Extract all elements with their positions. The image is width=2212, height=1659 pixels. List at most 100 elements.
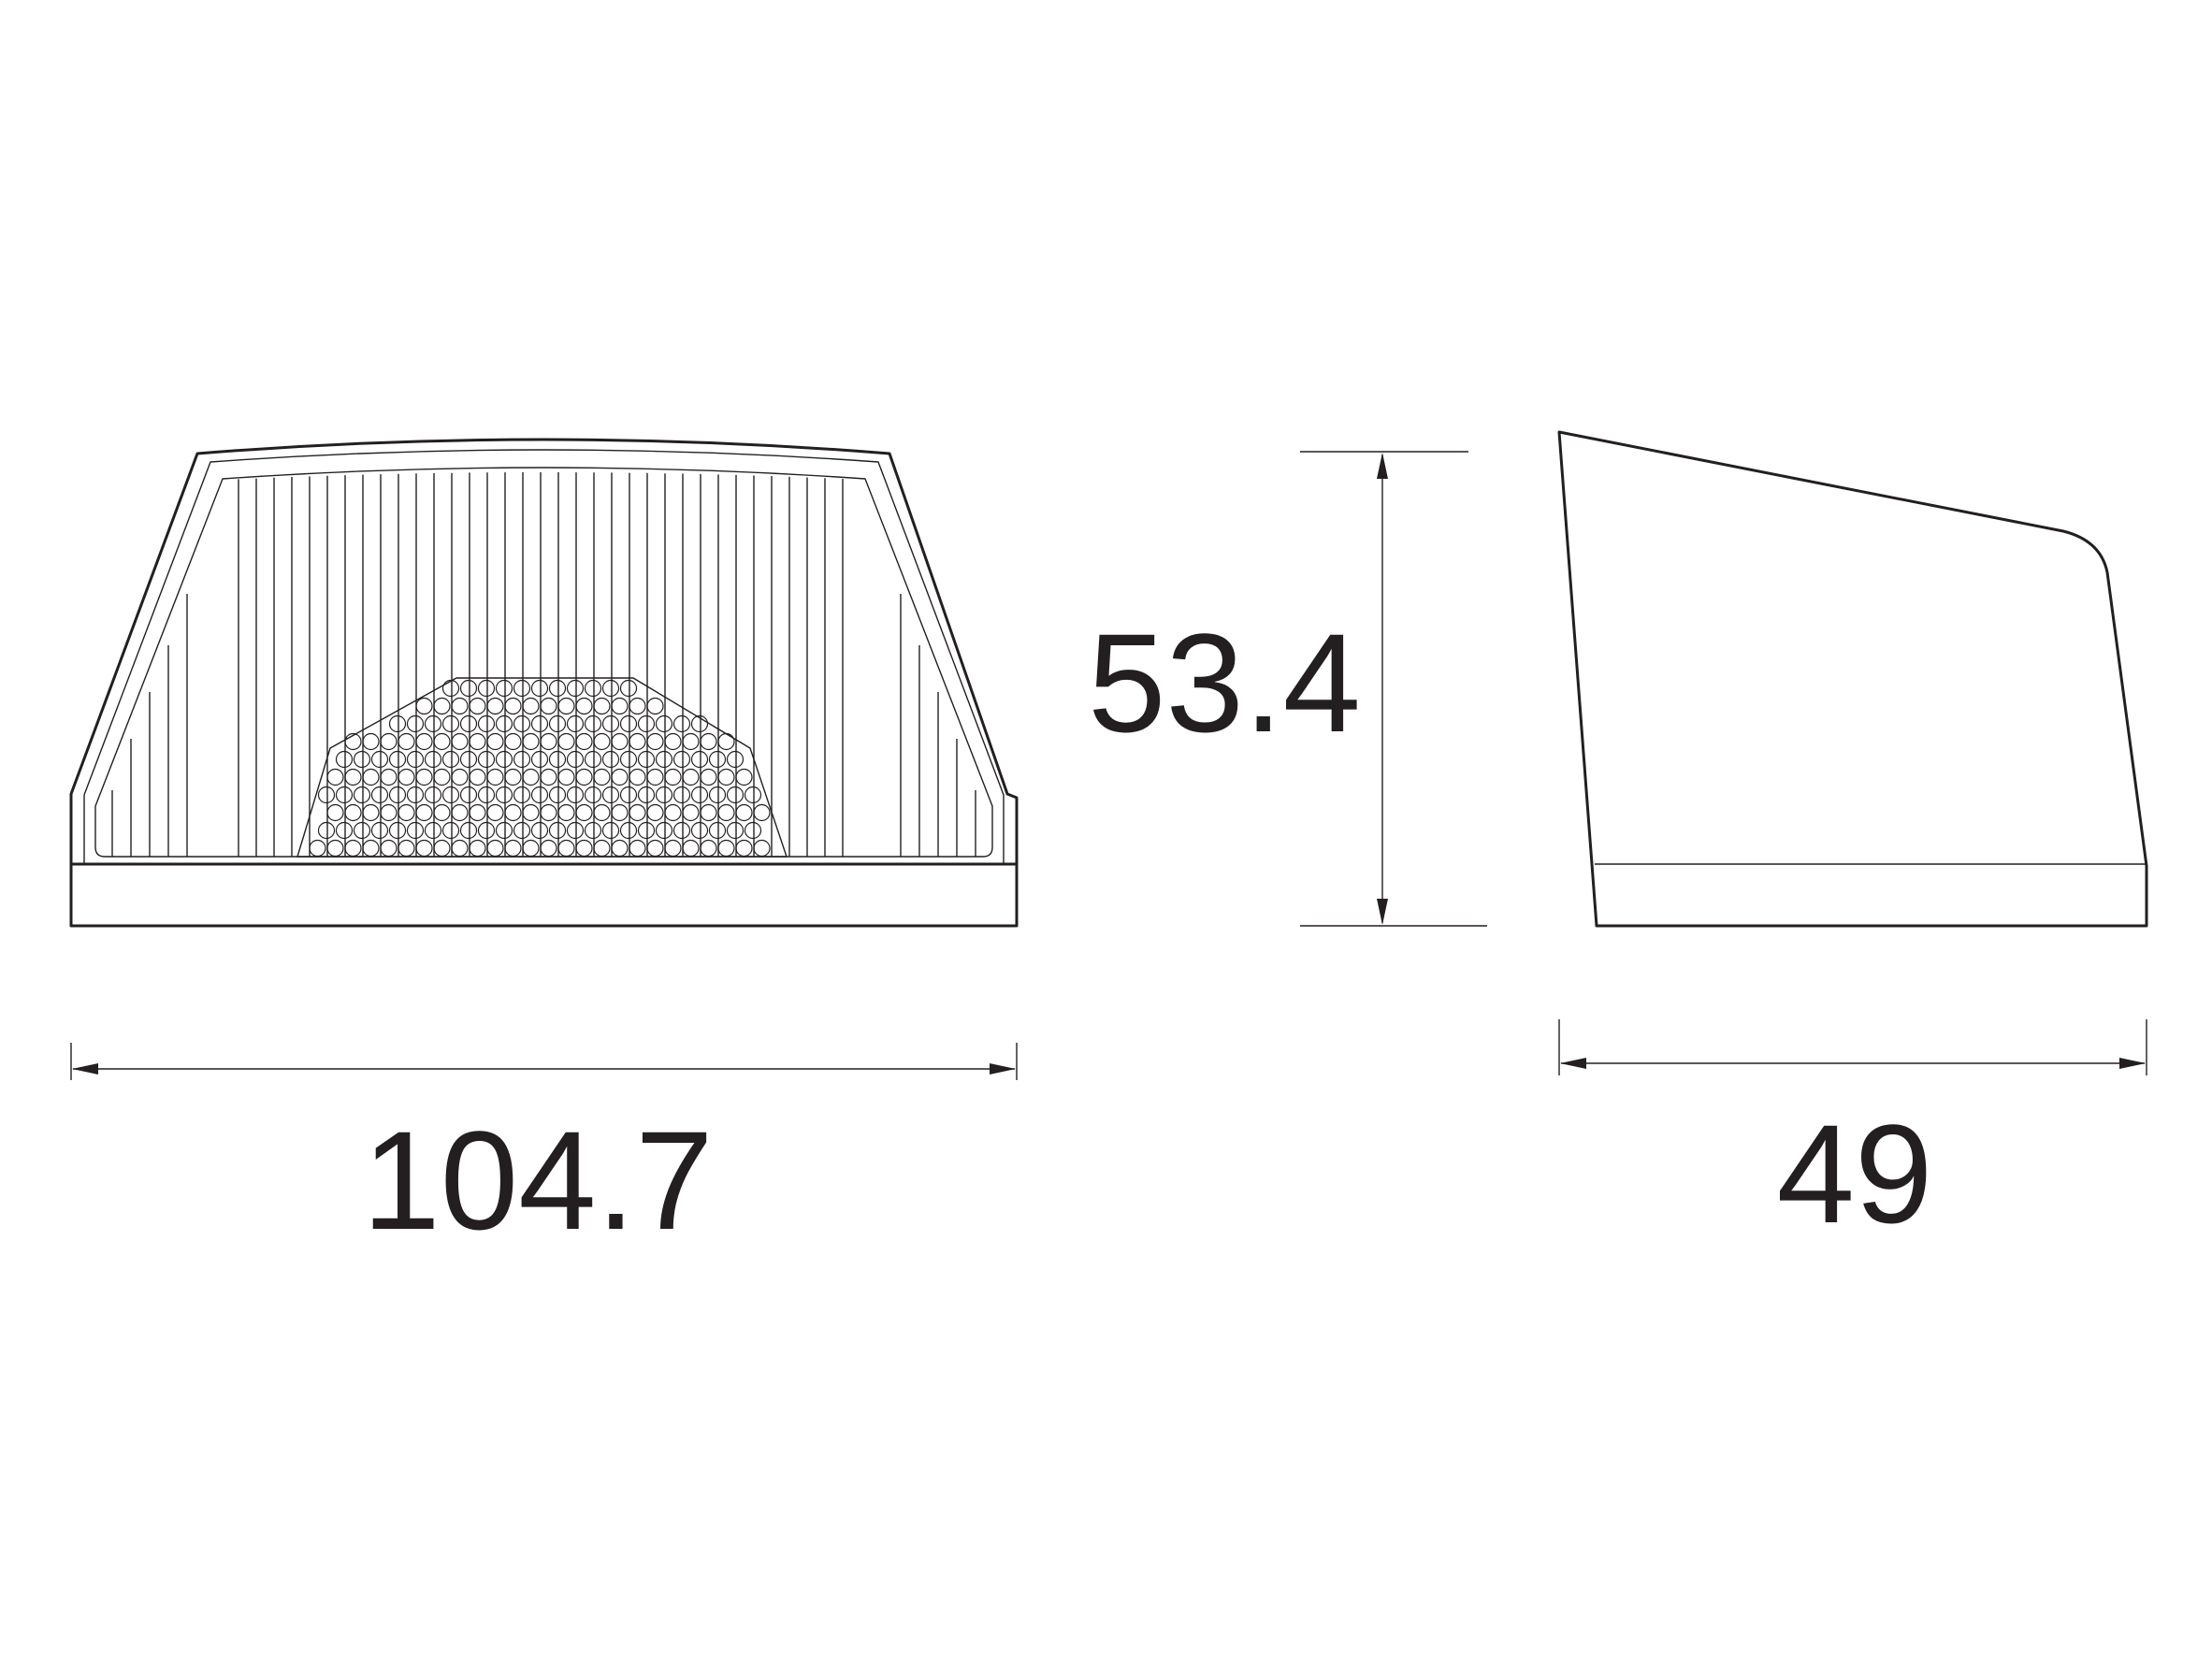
reflector-dot: [459, 821, 478, 840]
reflector-dot: [406, 750, 425, 769]
reflector-dot: [451, 697, 469, 715]
reflector-dot: [682, 732, 700, 751]
reflector-dot: [441, 786, 460, 804]
reflector-dot: [566, 679, 585, 698]
depth-arrow-right: [2119, 1058, 2146, 1069]
reflector-dot: [700, 839, 717, 858]
width-arrow-right: [990, 1063, 1016, 1075]
reflector-dot: [370, 821, 389, 840]
reflector-dot: [717, 839, 735, 858]
reflector-dot: [398, 732, 415, 751]
reflector-dot: [504, 839, 522, 858]
reflector-dot: [682, 839, 700, 858]
reflector-dot: [362, 803, 380, 822]
reflector-dot: [575, 839, 593, 858]
reflector-dot: [672, 750, 691, 769]
reflector-dot: [398, 803, 415, 822]
reflector-dot: [362, 839, 380, 858]
reflector-dot: [584, 821, 602, 840]
reflector-dot: [700, 803, 717, 822]
reflector-dot: [415, 839, 433, 858]
reflector-dot: [424, 786, 442, 804]
reflector-dot: [593, 768, 611, 786]
reflector-dot: [611, 768, 629, 786]
width-arrow-left: [72, 1063, 98, 1075]
reflector-dot: [566, 714, 585, 733]
reflector-dot: [495, 750, 513, 769]
reflector-dot: [690, 786, 709, 804]
reflector-dot: [540, 803, 557, 822]
reflector-dot: [637, 750, 656, 769]
reflector-dot: [335, 786, 354, 804]
reflector-dot: [735, 839, 753, 858]
reflector-dot: [522, 732, 540, 751]
width-dimension: 104.7: [70, 1043, 1018, 1259]
reflector-dot: [566, 821, 585, 840]
reflector-dot: [629, 839, 646, 858]
side-body-outline: [1557, 430, 2148, 928]
reflector-dot-pattern: [309, 679, 771, 858]
reflector-dot: [388, 714, 407, 733]
height-label: 53.4: [1088, 604, 1361, 761]
reflector-dot: [522, 839, 540, 858]
reflector-dot: [353, 750, 371, 769]
reflector-dot: [441, 821, 460, 840]
reflector-dot: [672, 714, 691, 733]
reflector-dot: [593, 839, 611, 858]
reflector-dot: [646, 768, 664, 786]
reflector-dot: [522, 803, 540, 822]
height-dimension: 53.4: [1088, 451, 1487, 927]
reflector-dot: [424, 750, 442, 769]
width-label: 104.7: [362, 1102, 713, 1259]
reflector-dot: [601, 786, 620, 804]
reflector-dot: [406, 786, 425, 804]
reflector-dot: [601, 750, 620, 769]
reflector-dot: [664, 732, 682, 751]
reflector-dot: [486, 697, 504, 715]
reflector-dot: [637, 714, 656, 733]
reflector-dot: [486, 839, 504, 858]
reflector-dot: [469, 697, 486, 715]
reflector-dot: [664, 768, 682, 786]
reflector-dot: [672, 786, 691, 804]
reflector-dot: [655, 714, 673, 733]
reflector-dot: [575, 732, 593, 751]
reflector-dot: [469, 768, 486, 786]
reflector-dot: [690, 821, 709, 840]
reflector-dot: [566, 750, 585, 769]
reflector-dot: [726, 821, 745, 840]
reflector-dot: [380, 768, 398, 786]
reflector-dot: [370, 750, 389, 769]
reflector-dot: [344, 768, 362, 786]
reflector-dot: [629, 803, 646, 822]
reflector-dot: [415, 732, 433, 751]
reflector-dot: [477, 714, 496, 733]
reflector-dot: [326, 768, 344, 786]
reflector-dot: [601, 821, 620, 840]
reflector-dot: [513, 750, 531, 769]
reflector-dot: [433, 839, 451, 858]
reflector-dot: [548, 821, 567, 840]
reflector-dot: [317, 786, 336, 804]
reflector-dot: [469, 732, 486, 751]
reflector-dot: [584, 714, 602, 733]
reflector-dot: [451, 732, 469, 751]
reflector-dot: [362, 768, 380, 786]
reflector-dot: [708, 750, 727, 769]
reflector-dot: [611, 697, 629, 715]
reflector-dot: [415, 803, 433, 822]
reflector-dot: [566, 786, 585, 804]
reflector-dot: [557, 697, 575, 715]
reflector-dot: [655, 786, 673, 804]
reflector-dot: [540, 768, 557, 786]
reflector-dot: [646, 697, 664, 715]
reflector-dot: [611, 732, 629, 751]
front-body-outline: [69, 438, 1019, 928]
reflector-dot: [513, 786, 531, 804]
reflector-dot: [504, 732, 522, 751]
reflector-dot: [629, 732, 646, 751]
reflector-dot: [486, 803, 504, 822]
reflector-dot: [433, 803, 451, 822]
depth-dimension: 49: [1558, 1019, 2147, 1252]
